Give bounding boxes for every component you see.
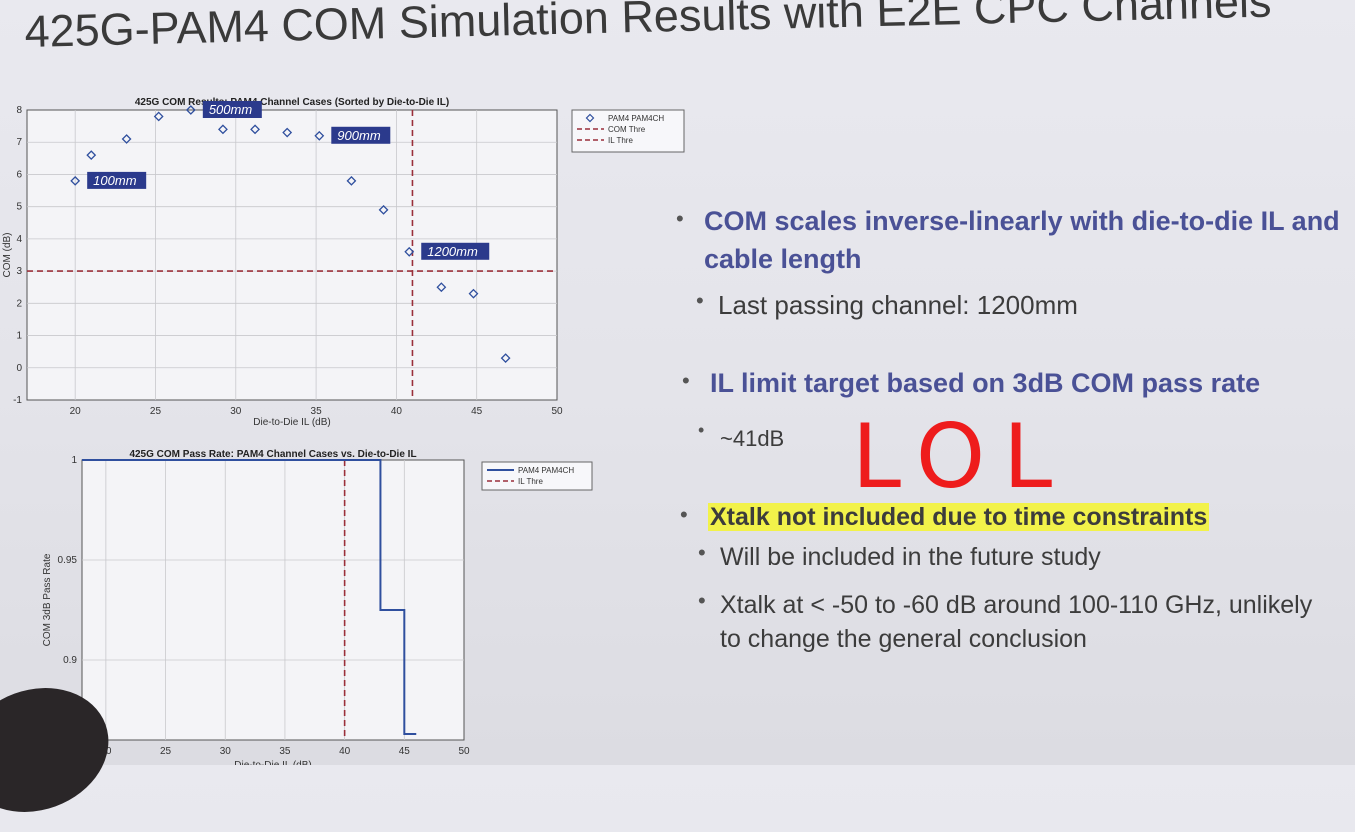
chart1-data-point — [70, 175, 81, 186]
chart1-annotation-label: 900mm — [337, 128, 381, 143]
chart1-x-tick-label: 50 — [551, 406, 563, 417]
chart1-x-axis-label: Die-to-Die IL (dB) — [253, 417, 330, 428]
chart2-x-tick-label: 30 — [220, 746, 232, 757]
chart1-y-tick-label: 0 — [16, 363, 22, 374]
chart2-x-tick-label: 40 — [339, 746, 351, 757]
chart2-x-tick-label: 50 — [458, 746, 470, 757]
chart1-annotation-label: 1200mm — [427, 244, 478, 259]
chart1-legend-label: PAM4 PAM4CH — [608, 114, 664, 123]
highlighted-text: Xtalk not included due to time constrain… — [708, 503, 1210, 531]
chart1-y-tick-label: 1 — [16, 331, 22, 342]
chart1-data-point — [378, 204, 389, 215]
chart1-x-tick-label: 30 — [230, 406, 242, 417]
chart1-data-point — [121, 134, 132, 144]
chart1-x-tick-label: 20 — [70, 406, 82, 417]
chart2-series-line — [82, 459, 417, 735]
chart1-data-point — [346, 175, 357, 186]
chart1-annotation-box — [331, 126, 391, 144]
chart1-y-tick-label: 5 — [16, 202, 22, 213]
chart1-title: 425G COM Results: PAM4 Channel Cases (So… — [135, 97, 449, 108]
chart2-legend-label: PAM4 PAM4CH — [518, 466, 574, 475]
chart2-x-tick-label: 35 — [279, 746, 291, 757]
chart1-legend-marker — [585, 113, 595, 123]
chart1-data-point — [404, 246, 415, 257]
chart1-y-tick-label: 2 — [16, 298, 22, 309]
chart1-x-tick-label: 25 — [150, 406, 162, 417]
chart1-y-tick-label: 4 — [16, 234, 22, 245]
chart1-data-point — [436, 282, 447, 293]
chart2-x-axis-label: Die-to-Die IL (dB) — [234, 760, 311, 765]
bullet-text: IL limit target based on 3dB COM pass ra… — [710, 368, 1261, 398]
chart1-data-point — [218, 124, 228, 135]
handwritten-lol: LOL — [852, 405, 1071, 508]
chart1-legend-box — [571, 109, 685, 153]
chart1-y-tick-label: -1 — [13, 395, 22, 406]
bullet-text: Xtalk at < -50 to -60 dB around 100-110 … — [720, 591, 1313, 653]
chart1-x-tick-label: 35 — [311, 406, 323, 417]
chart1-y-tick-label: 8 — [16, 105, 22, 116]
bullet-text: COM scales inverse-linearly with die-to-… — [704, 206, 1340, 274]
chart2-plot-area — [81, 459, 465, 741]
chart2-title: 425G COM Pass Rate: PAM4 Channel Cases v… — [129, 449, 416, 460]
chart2-y-tick-label: 1 — [71, 455, 77, 466]
chart2-legend-label: IL Thre — [518, 477, 543, 486]
chart1-annotation-label: 500mm — [209, 102, 253, 117]
chart1-data-point — [185, 105, 196, 115]
chart2-legend-box — [481, 461, 593, 491]
chart1-data-point — [250, 124, 260, 135]
chart1-data-point — [468, 288, 479, 299]
chart1-legend-label: COM Thre — [608, 125, 646, 134]
chart1-data-point — [86, 150, 97, 161]
chart1-y-tick-label: 7 — [16, 137, 22, 148]
chart1-data-point — [500, 353, 511, 364]
chart1-annotation-box — [202, 101, 262, 118]
chart1-data-point — [153, 111, 164, 122]
chart1-y-axis-label: COM (dB) — [2, 233, 13, 278]
chart1-annotation-box — [421, 242, 490, 260]
chart2-y-tick-label: 0.9 — [63, 655, 77, 666]
chart1-data-point — [282, 127, 293, 138]
chart1-data-point — [314, 130, 325, 141]
bullet-text: Will be included in the future study — [720, 543, 1101, 571]
bullet-text: ~41dB — [720, 426, 785, 451]
chart1-annotation-box — [87, 171, 147, 189]
chart1-x-tick-label: 45 — [471, 406, 483, 417]
chart1-y-tick-label: 6 — [16, 169, 22, 180]
chart1-y-tick-label: 3 — [16, 266, 22, 277]
chart2-y-axis-label: COM 3dB Pass Rate — [42, 553, 53, 646]
bullet-text: Last passing channel: 1200mm — [718, 290, 1078, 320]
chart2-y-tick-label: 0.95 — [58, 555, 78, 566]
chart1-legend-label: IL Thre — [608, 136, 633, 145]
chart1-x-tick-label: 40 — [391, 406, 403, 417]
chart1-annotation-label: 100mm — [93, 173, 137, 188]
chart2-x-tick-label: 45 — [399, 746, 411, 757]
chart2-x-tick-label: 25 — [160, 746, 172, 757]
